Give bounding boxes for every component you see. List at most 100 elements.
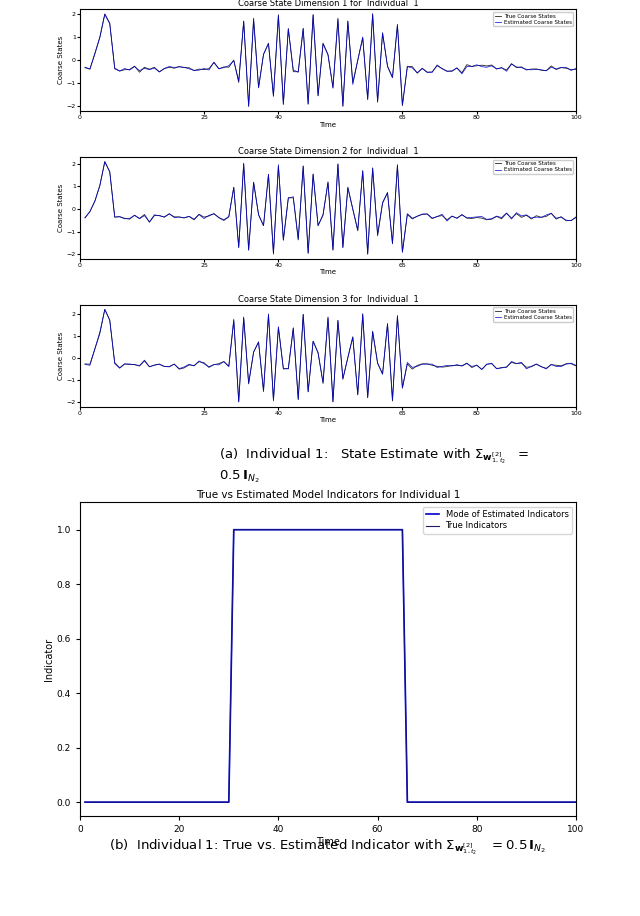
True Coarse States <box>557 360 565 371</box>
Legend: True Coarse States, Estimated Coarse States: True Coarse States, Estimated Coarse Sta… <box>493 159 573 174</box>
True Indicators <box>195 797 203 808</box>
True Coarse States <box>384 187 392 198</box>
Estimated Coarse States <box>572 360 580 371</box>
True Coarse States <box>101 8 109 19</box>
Estimated Coarse States <box>572 212 580 223</box>
True Coarse States <box>200 357 208 368</box>
Estimated Coarse States <box>200 213 208 224</box>
X-axis label: Time: Time <box>316 836 340 846</box>
Line: Estimated Coarse States: Estimated Coarse States <box>85 14 576 106</box>
X-axis label: Time: Time <box>319 269 337 276</box>
True Indicators <box>538 797 545 808</box>
Y-axis label: Coarse States: Coarse States <box>58 184 64 232</box>
Estimated Coarse States <box>180 362 188 373</box>
Estimated Coarse States <box>81 359 89 370</box>
X-axis label: Time: Time <box>319 122 337 127</box>
True Coarse States <box>101 156 109 167</box>
Estimated Coarse States <box>200 358 208 369</box>
True Coarse States <box>572 213 580 224</box>
Estimated Coarse States <box>369 8 376 19</box>
True Coarse States <box>200 64 208 75</box>
Mode of Estimated Indicators <box>81 797 89 808</box>
True Coarse States <box>329 397 337 408</box>
Mode of Estimated Indicators <box>552 797 560 808</box>
Estimated Coarse States <box>339 101 347 112</box>
True Indicators <box>379 524 387 535</box>
True Coarse States <box>543 363 550 374</box>
Estimated Coarse States <box>81 61 89 72</box>
Line: True Indicators: True Indicators <box>85 529 576 802</box>
Y-axis label: Indicator: Indicator <box>44 638 54 681</box>
Mode of Estimated Indicators <box>230 524 237 535</box>
Estimated Coarse States <box>557 62 565 73</box>
Estimated Coarse States <box>543 65 550 76</box>
Estimated Coarse States <box>175 61 183 72</box>
Estimated Coarse States <box>572 63 580 74</box>
Estimated Coarse States <box>557 212 565 223</box>
True Coarse States <box>180 213 188 224</box>
True Coarse States <box>572 64 580 75</box>
True Coarse States <box>81 213 89 224</box>
X-axis label: Time: Time <box>319 417 337 423</box>
Estimated Coarse States <box>244 101 252 112</box>
True Indicators <box>230 524 237 535</box>
Text: (b)  Individual 1: True vs. Estimated Indicator with $\Sigma_{\mathbf{w}^{[2]}_{: (b) Individual 1: True vs. Estimated Ind… <box>109 837 547 857</box>
True Coarse States <box>200 212 208 223</box>
True Indicators <box>175 797 183 808</box>
Y-axis label: Coarse States: Coarse States <box>58 332 64 380</box>
Mode of Estimated Indicators <box>195 797 203 808</box>
True Coarse States <box>344 352 352 363</box>
Estimated Coarse States <box>543 210 550 221</box>
True Coarse States <box>364 248 371 259</box>
Line: Mode of Estimated Indicators: Mode of Estimated Indicators <box>85 529 576 802</box>
Estimated Coarse States <box>81 213 89 224</box>
Mode of Estimated Indicators <box>339 524 347 535</box>
Line: True Coarse States: True Coarse States <box>85 14 576 106</box>
Mode of Estimated Indicators <box>379 524 387 535</box>
Estimated Coarse States <box>235 397 243 408</box>
Mode of Estimated Indicators <box>572 797 580 808</box>
True Coarse States <box>384 319 392 330</box>
Legend: True Coarse States, Estimated Coarse States: True Coarse States, Estimated Coarse Sta… <box>493 12 573 27</box>
True Coarse States <box>344 16 352 27</box>
Legend: True Coarse States, Estimated Coarse States: True Coarse States, Estimated Coarse Sta… <box>493 308 573 322</box>
True Coarse States <box>101 304 109 315</box>
Estimated Coarse States <box>344 352 352 363</box>
Estimated Coarse States <box>384 187 392 198</box>
Estimated Coarse States <box>384 318 392 329</box>
True Coarse States <box>180 62 188 73</box>
True Coarse States <box>384 60 392 71</box>
True Indicators <box>339 524 347 535</box>
Estimated Coarse States <box>180 213 188 224</box>
Line: True Coarse States: True Coarse States <box>85 161 576 254</box>
Y-axis label: Coarse States: Coarse States <box>58 36 64 84</box>
Legend: Mode of Estimated Indicators, True Indicators: Mode of Estimated Indicators, True Indic… <box>423 507 572 534</box>
Line: Estimated Coarse States: Estimated Coarse States <box>85 162 576 254</box>
Estimated Coarse States <box>269 248 277 259</box>
Estimated Coarse States <box>344 182 352 193</box>
Estimated Coarse States <box>543 364 550 375</box>
Estimated Coarse States <box>101 304 109 315</box>
Text: (a)  Individual 1:   State Estimate with $\Sigma_{\mathbf{w}^{[2]}_{1,t_2}}$   =: (a) Individual 1: State Estimate with $\… <box>219 446 529 485</box>
Title: Coarse State Dimension 2 for  Individual  1: Coarse State Dimension 2 for Individual … <box>237 147 419 156</box>
Line: Estimated Coarse States: Estimated Coarse States <box>85 310 576 402</box>
Line: True Coarse States: True Coarse States <box>85 310 576 402</box>
True Coarse States <box>557 62 565 73</box>
Mode of Estimated Indicators <box>538 797 545 808</box>
True Coarse States <box>543 65 550 76</box>
True Coarse States <box>180 363 188 374</box>
True Coarse States <box>572 360 580 371</box>
True Coarse States <box>339 242 347 253</box>
True Indicators <box>552 797 560 808</box>
True Coarse States <box>557 212 565 223</box>
Title: Coarse State Dimension 1 for  Individual  1: Coarse State Dimension 1 for Individual … <box>237 0 419 8</box>
True Indicators <box>572 797 580 808</box>
Estimated Coarse States <box>195 65 203 76</box>
True Coarse States <box>339 101 347 112</box>
Title: Coarse State Dimension 3 for  Individual  1: Coarse State Dimension 3 for Individual … <box>237 295 419 304</box>
True Coarse States <box>543 211 550 222</box>
Estimated Coarse States <box>384 61 392 72</box>
True Coarse States <box>81 62 89 73</box>
True Coarse States <box>81 358 89 369</box>
Mode of Estimated Indicators <box>175 797 183 808</box>
